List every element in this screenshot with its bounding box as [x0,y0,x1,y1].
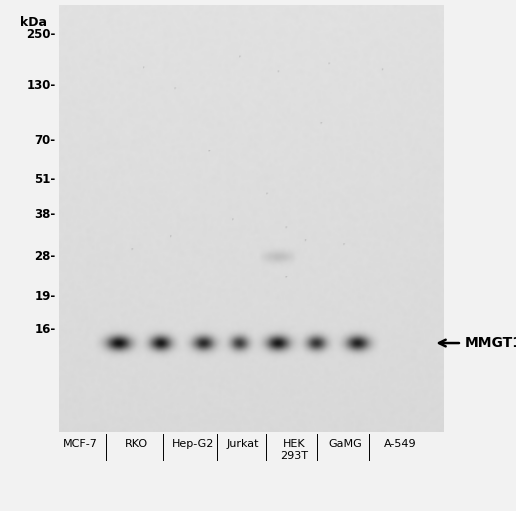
Text: 16-: 16- [35,323,56,336]
Text: 38-: 38- [35,207,56,221]
Text: Hep-G2: Hep-G2 [172,439,215,450]
Text: HEK
293T: HEK 293T [280,439,308,461]
Text: MMGT1: MMGT1 [464,336,516,350]
Text: RKO: RKO [125,439,148,450]
Text: 28-: 28- [35,250,56,263]
Text: GaMG: GaMG [329,439,363,450]
Text: Jurkat: Jurkat [227,439,259,450]
Text: 250-: 250- [26,28,56,41]
Text: MCF-7: MCF-7 [62,439,98,450]
Text: 130-: 130- [26,79,56,92]
Text: A-549: A-549 [383,439,416,450]
Text: 19-: 19- [35,290,56,303]
Text: kDa: kDa [20,16,47,29]
Text: 70-: 70- [35,134,56,147]
Text: 51-: 51- [35,173,56,185]
